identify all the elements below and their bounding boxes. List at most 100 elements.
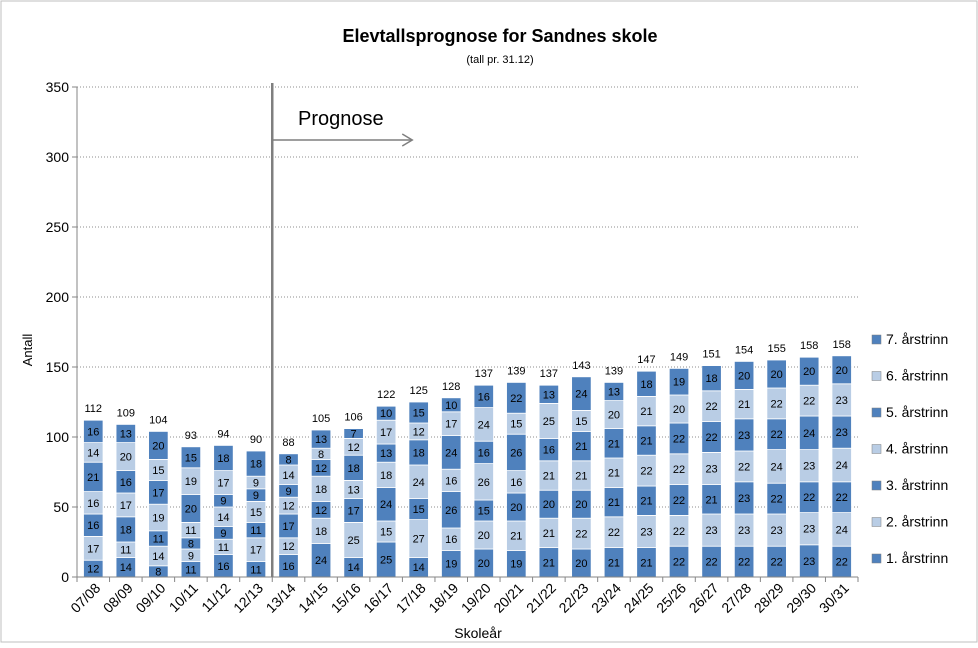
- segment-label: 22: [673, 526, 685, 538]
- segment-label: 20: [771, 369, 783, 381]
- segment-label: 8: [155, 566, 161, 578]
- segment-label: 21: [87, 472, 99, 484]
- segment-label: 9: [285, 486, 291, 498]
- segment-label: 20: [608, 410, 620, 422]
- segment-label: 15: [510, 419, 522, 431]
- legend-label: 5. årstrinn: [886, 404, 948, 420]
- segment-label: 23: [640, 527, 652, 539]
- segment-label: 7: [351, 429, 357, 441]
- segment-label: 16: [120, 477, 132, 489]
- segment-label: 11: [250, 564, 261, 576]
- segment-label: 26: [445, 505, 457, 517]
- segment-label: 18: [380, 470, 392, 482]
- segment-label: 23: [705, 525, 717, 537]
- bar-segment: [668, 367, 690, 396]
- segment-label: 25: [543, 416, 555, 428]
- legend-label: 3. årstrinn: [886, 477, 948, 493]
- segment-label: 15: [478, 506, 490, 518]
- segment-label: 12: [347, 442, 359, 454]
- segment-label: 12: [315, 463, 327, 475]
- total-label: 151: [702, 349, 720, 361]
- segment-label: 22: [673, 464, 685, 476]
- segment-label: 24: [771, 461, 783, 473]
- segment-label: 12: [282, 541, 294, 553]
- segment-label: 19: [152, 513, 164, 525]
- total-label: 139: [605, 365, 623, 377]
- bar-segment: [473, 384, 494, 409]
- total-label: 125: [410, 385, 428, 397]
- segment-label: 17: [282, 521, 294, 533]
- segment-label: 8: [318, 449, 324, 461]
- segment-label: 25: [380, 555, 392, 567]
- segment-label: 20: [738, 370, 750, 382]
- segment-label: 21: [738, 399, 750, 411]
- segment-label: 15: [152, 465, 164, 477]
- segment-label: 24: [380, 499, 392, 511]
- bar-segment: [538, 384, 560, 404]
- y-tick-label: 50: [53, 499, 69, 515]
- segment-label: 27: [413, 534, 425, 546]
- segment-label: 22: [640, 466, 652, 478]
- segment-label: 22: [705, 401, 717, 413]
- segment-label: 18: [120, 524, 132, 536]
- total-label: 93: [185, 430, 197, 442]
- bar-segment: [701, 365, 722, 392]
- segment-label: 13: [120, 429, 132, 441]
- legend-swatch: [871, 444, 882, 454]
- segment-label: 21: [608, 438, 620, 450]
- total-label: 94: [217, 428, 229, 440]
- segment-label: 20: [575, 499, 587, 511]
- bar-segment: [766, 359, 787, 389]
- total-label: 143: [572, 360, 590, 372]
- segment-label: 21: [705, 494, 717, 506]
- segment-label: 15: [250, 507, 262, 519]
- total-label: 105: [312, 413, 330, 425]
- segment-label: 9: [188, 550, 194, 562]
- bar-segment: [83, 419, 104, 444]
- segment-label: 14: [120, 562, 132, 574]
- segment-label: 9: [220, 496, 226, 508]
- total-label: 109: [117, 407, 135, 419]
- segment-label: 22: [738, 461, 750, 473]
- segment-label: 17: [445, 419, 457, 431]
- bar-segment: [115, 423, 136, 443]
- segment-label: 20: [836, 365, 848, 377]
- segment-label: 15: [185, 452, 197, 464]
- segment-label: 13: [380, 448, 392, 460]
- legend-label: 6. årstrinn: [886, 368, 948, 384]
- segment-label: 20: [673, 404, 685, 416]
- bar-segment: [310, 429, 332, 449]
- segment-label: 14: [413, 562, 425, 574]
- legend-label: 1. årstrinn: [886, 550, 948, 566]
- bars: 1217161621141611214111817162013109814111…: [83, 339, 852, 578]
- bar-segment: [603, 381, 625, 401]
- y-axis-label: Antall: [20, 334, 35, 367]
- total-label: 154: [735, 344, 753, 356]
- segment-label: 11: [120, 545, 131, 557]
- total-label: 137: [540, 368, 558, 380]
- segment-label: 14: [152, 551, 164, 563]
- segment-label: 23: [836, 395, 848, 407]
- prognose-annotation: Prognose: [298, 108, 384, 130]
- segment-label: 22: [673, 433, 685, 445]
- segment-label: 13: [543, 389, 555, 401]
- segment-label: 19: [673, 377, 685, 389]
- segment-label: 20: [803, 366, 815, 378]
- segment-label: 23: [705, 464, 717, 476]
- total-label: 149: [670, 351, 688, 363]
- segment-label: 20: [185, 503, 197, 515]
- y-tick-label: 200: [46, 289, 70, 305]
- segment-label: 21: [640, 406, 652, 418]
- segment-label: 23: [738, 493, 750, 505]
- y-tick-label: 300: [46, 149, 70, 165]
- y-tick-label: 250: [46, 219, 70, 235]
- segment-label: 22: [836, 557, 848, 569]
- segment-label: 24: [836, 460, 848, 472]
- segment-label: 10: [445, 400, 457, 412]
- bar-segment: [245, 450, 267, 477]
- segment-label: 23: [738, 525, 750, 537]
- segment-label: 22: [771, 557, 783, 569]
- segment-label: 19: [445, 559, 457, 571]
- segment-label: 8: [188, 538, 194, 550]
- segment-label: 23: [738, 430, 750, 442]
